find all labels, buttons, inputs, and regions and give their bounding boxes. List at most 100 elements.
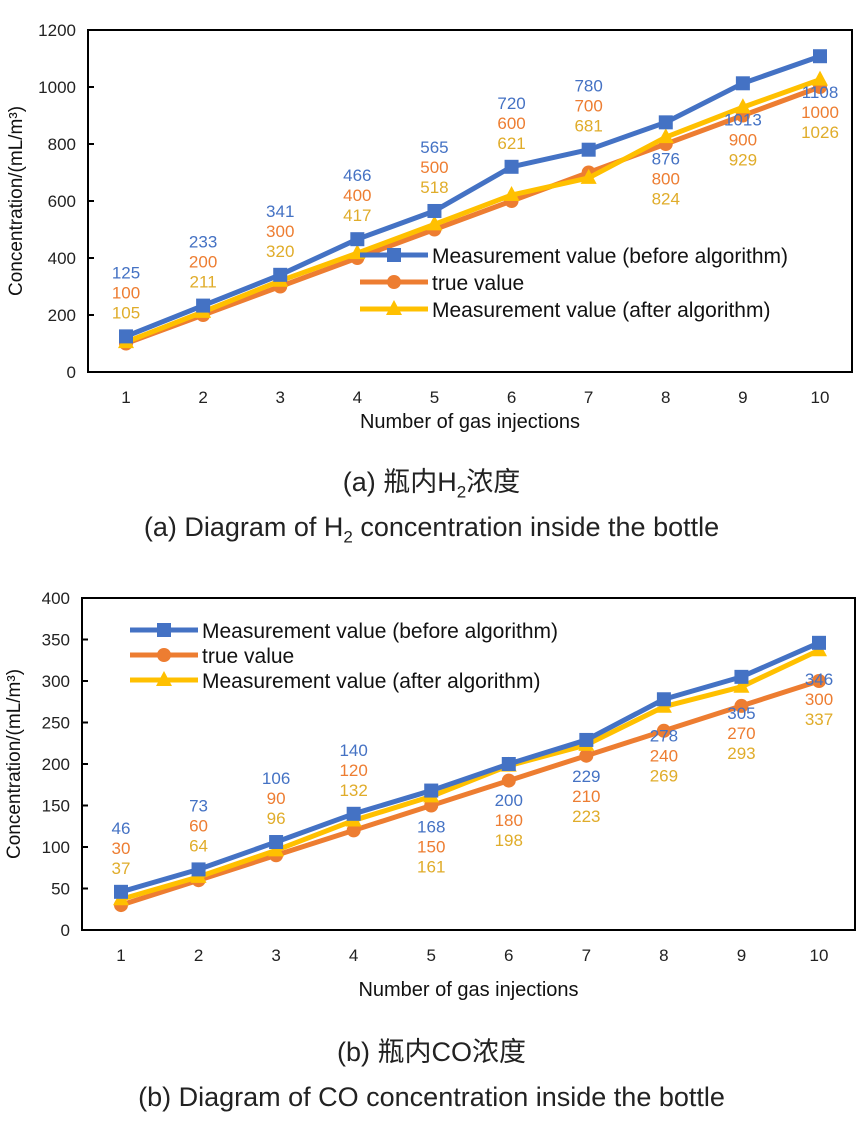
series-line-true <box>120 678 820 908</box>
data-point-before <box>191 862 206 877</box>
data-label-after: 621 <box>497 134 525 153</box>
caption-text: 浓度 <box>466 467 521 497</box>
data-label-true: 500 <box>420 158 448 177</box>
y-tick-label: 350 <box>42 631 70 650</box>
x-tick-label: 9 <box>737 946 746 965</box>
x-axis-label: Number of gas injections <box>360 411 580 433</box>
y-tick-label: 0 <box>61 921 70 940</box>
y-tick-label: 600 <box>48 192 76 211</box>
data-label-after: 198 <box>495 831 523 850</box>
x-tick-label: 6 <box>507 388 516 407</box>
data-point-before <box>735 76 750 91</box>
data-point-before <box>656 692 671 707</box>
data-point-after <box>503 186 520 202</box>
data-label-after: 1026 <box>801 123 839 142</box>
data-label-true: 600 <box>497 114 525 133</box>
data-label-after: 105 <box>112 303 140 322</box>
caption-b-chinese: (b) 瓶内CO浓度 <box>337 1037 526 1067</box>
data-label-before: 168 <box>417 818 445 837</box>
data-point-before <box>346 806 361 821</box>
data-point-after <box>734 98 751 114</box>
data-label-after: 161 <box>417 858 445 877</box>
data-point-before <box>501 757 516 771</box>
legend-label-after: Measurement value (after algorithm) <box>432 299 770 322</box>
data-label-after: 681 <box>574 117 602 136</box>
data-label-before: 233 <box>189 233 217 252</box>
data-label-after: 929 <box>729 150 757 169</box>
y-tick-label: 400 <box>48 249 76 268</box>
legend: Measurement value (before algorithm)true… <box>360 245 788 322</box>
data-label-true: 90 <box>267 789 286 808</box>
x-tick-label: 5 <box>426 946 435 965</box>
data-label-after: 64 <box>189 836 208 855</box>
x-tick-label: 10 <box>811 388 830 407</box>
data-label-after: 320 <box>266 242 294 261</box>
x-tick-label: 4 <box>353 388 362 407</box>
data-label-before: 346 <box>805 670 833 689</box>
caption-text: H <box>437 467 457 497</box>
data-label-true: 60 <box>189 816 208 835</box>
data-point-after <box>580 168 597 184</box>
data-point-before <box>658 115 673 130</box>
data-label-before: 305 <box>727 704 755 723</box>
data-label-before: 876 <box>652 149 680 168</box>
data-label-before: 140 <box>339 741 367 760</box>
legend: Measurement value (before algorithm)true… <box>130 620 558 693</box>
legend-marker-true <box>157 648 171 662</box>
data-label-true: 300 <box>805 690 833 709</box>
data-label-after: 337 <box>805 710 833 729</box>
data-label-true: 180 <box>495 811 523 830</box>
caption-text: (a) Diagram of H <box>143 512 344 542</box>
legend-label-after: Measurement value (after algorithm) <box>202 670 540 693</box>
data-label-after: 518 <box>420 178 448 197</box>
y-axis-label: Concentration/(mL/m³) <box>6 106 27 296</box>
x-tick-label: 5 <box>430 388 439 407</box>
y-tick-label: 1200 <box>38 21 76 40</box>
data-point-before <box>350 232 365 247</box>
data-label-before: 278 <box>650 726 678 745</box>
data-label-true: 1000 <box>801 103 839 122</box>
caption-b-english: (b) Diagram of CO concentration inside t… <box>138 1082 725 1112</box>
data-label-after: 37 <box>112 859 131 878</box>
data-label-before: 780 <box>574 77 602 96</box>
legend-label-true: true value <box>202 645 294 668</box>
legend-marker-true <box>387 275 401 289</box>
data-label-after: 417 <box>343 206 371 225</box>
caption-text: (a) 瓶内 <box>342 467 438 497</box>
data-label-true: 700 <box>574 97 602 116</box>
y-tick-label: 400 <box>42 589 70 608</box>
data-point-before <box>196 298 211 313</box>
x-tick-label: 3 <box>275 388 284 407</box>
data-label-after: 96 <box>267 809 286 828</box>
series-line-before <box>125 53 821 339</box>
legend-marker-before <box>157 623 171 637</box>
data-point-before <box>579 732 594 747</box>
x-tick-label: 1 <box>116 946 125 965</box>
data-label-true: 900 <box>729 130 757 149</box>
legend-marker-after <box>156 671 172 686</box>
caption-a-english: (a) Diagram of H2 concentration inside t… <box>0 512 863 547</box>
data-label-true: 210 <box>572 787 600 806</box>
data-label-before: 720 <box>497 94 525 113</box>
data-label-before: 229 <box>572 767 600 786</box>
data-label-before: 73 <box>189 796 208 815</box>
data-point-before <box>424 783 439 798</box>
data-label-before: 200 <box>495 791 523 810</box>
caption-text: concentration inside the bottle <box>352 512 720 542</box>
data-label-after: 223 <box>572 807 600 826</box>
data-label-after: 132 <box>339 781 367 800</box>
caption-a-chinese: (a) 瓶内H2浓度 <box>0 460 863 502</box>
data-point-before <box>813 49 827 64</box>
x-tick-label: 8 <box>661 388 670 407</box>
legend-label-before: Measurement value (before algorithm) <box>202 620 558 643</box>
series-line-before <box>120 640 821 895</box>
legend-label-true: true value <box>432 272 524 295</box>
y-tick-label: 200 <box>42 755 70 774</box>
series-line-after <box>120 648 821 902</box>
series-line-after <box>125 77 821 345</box>
data-label-after: 824 <box>652 189 680 208</box>
data-label-before: 125 <box>112 263 140 282</box>
y-tick-label: 0 <box>67 363 76 382</box>
y-tick-label: 100 <box>42 838 70 857</box>
